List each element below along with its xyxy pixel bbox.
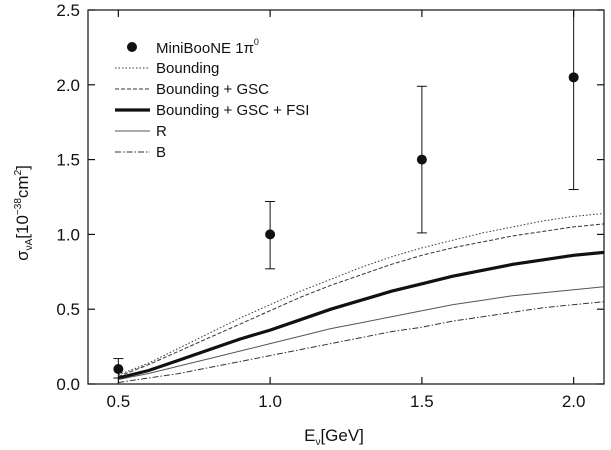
data-marker-2 bbox=[416, 154, 427, 165]
legend-label-0: Bounding bbox=[156, 60, 219, 77]
y-tick-label-1: 0.5 bbox=[56, 300, 80, 319]
y-tick-label-3: 1.5 bbox=[56, 151, 80, 170]
y-axis-label-unit-exp: −38 bbox=[13, 198, 24, 215]
x-axis-label-subscript: ν bbox=[315, 437, 320, 448]
x-tick-label-1: 1.0 bbox=[258, 392, 282, 411]
legend: MiniBooNE 1π0 Bounding Bounding + GSC Bound… bbox=[115, 37, 309, 161]
y-tick-label-4: 2.0 bbox=[56, 76, 80, 95]
y-axis-label-unit-post: ] bbox=[13, 165, 32, 170]
y-axis-label: σνA[10−38cm2] bbox=[13, 165, 35, 261]
plot-frame bbox=[87, 9, 605, 385]
legend-label-1: Bounding + GSC bbox=[156, 81, 269, 98]
data-marker-1 bbox=[265, 229, 276, 240]
legend-entry-0: Bounding bbox=[115, 60, 219, 77]
y-tick-label-0: 0.0 bbox=[56, 375, 80, 394]
data-point-2 bbox=[416, 85, 427, 234]
legend-entry-data: MiniBooNE 1π0 bbox=[127, 37, 259, 57]
y-axis-label-subscript: νA bbox=[24, 238, 35, 250]
data-point-1 bbox=[265, 200, 276, 270]
data-marker-3 bbox=[568, 72, 579, 83]
y-tick-label-5: 2.5 bbox=[56, 1, 80, 20]
series-line-2 bbox=[118, 250, 604, 380]
series-line-1 bbox=[118, 223, 604, 377]
data-point-0 bbox=[113, 358, 124, 379]
legend-entry-3: R bbox=[115, 123, 167, 140]
series-line-0 bbox=[118, 213, 604, 376]
y-axis-label-unit-exp2: 2 bbox=[13, 169, 24, 175]
series-line-3 bbox=[118, 286, 604, 380]
legend-marker bbox=[127, 42, 137, 52]
x-tick-label-3: 2.0 bbox=[562, 392, 586, 411]
x-axis-label: Eν[GeV] bbox=[304, 426, 364, 448]
x-axis-label-unit: [GeV] bbox=[320, 426, 363, 445]
x-tick-label-0: 0.5 bbox=[107, 392, 131, 411]
y-axis-label-unit-mid: cm bbox=[13, 175, 32, 198]
legend-entry-1: Bounding + GSC bbox=[115, 81, 269, 98]
data-point-3 bbox=[568, 9, 579, 191]
legend-label-3: R bbox=[156, 123, 167, 140]
y-tick-label-2: 1.0 bbox=[56, 225, 80, 244]
legend-entry-2: Bounding + GSC + FSI bbox=[115, 102, 309, 119]
x-tick-label-2: 1.5 bbox=[410, 392, 434, 411]
y-axis-label-main: σ bbox=[13, 250, 32, 261]
axis-ticks: 0.5 1.0 1.5 2.0 0.0 0.5 1.0 1.5 2.0 2.5 bbox=[56, 1, 604, 411]
x-axis-label-main: E bbox=[304, 426, 315, 445]
legend-label-data: MiniBooNE 1π0 bbox=[156, 37, 259, 57]
legend-label-2: Bounding + GSC + FSI bbox=[156, 102, 309, 119]
data-points bbox=[113, 9, 579, 379]
legend-label-4: B bbox=[156, 144, 166, 161]
series-line-4 bbox=[118, 301, 604, 383]
legend-entry-4: B bbox=[115, 144, 166, 161]
series-lines bbox=[118, 213, 604, 383]
data-marker-0 bbox=[113, 364, 124, 375]
y-axis-label-unit-pre: [10 bbox=[13, 215, 32, 239]
